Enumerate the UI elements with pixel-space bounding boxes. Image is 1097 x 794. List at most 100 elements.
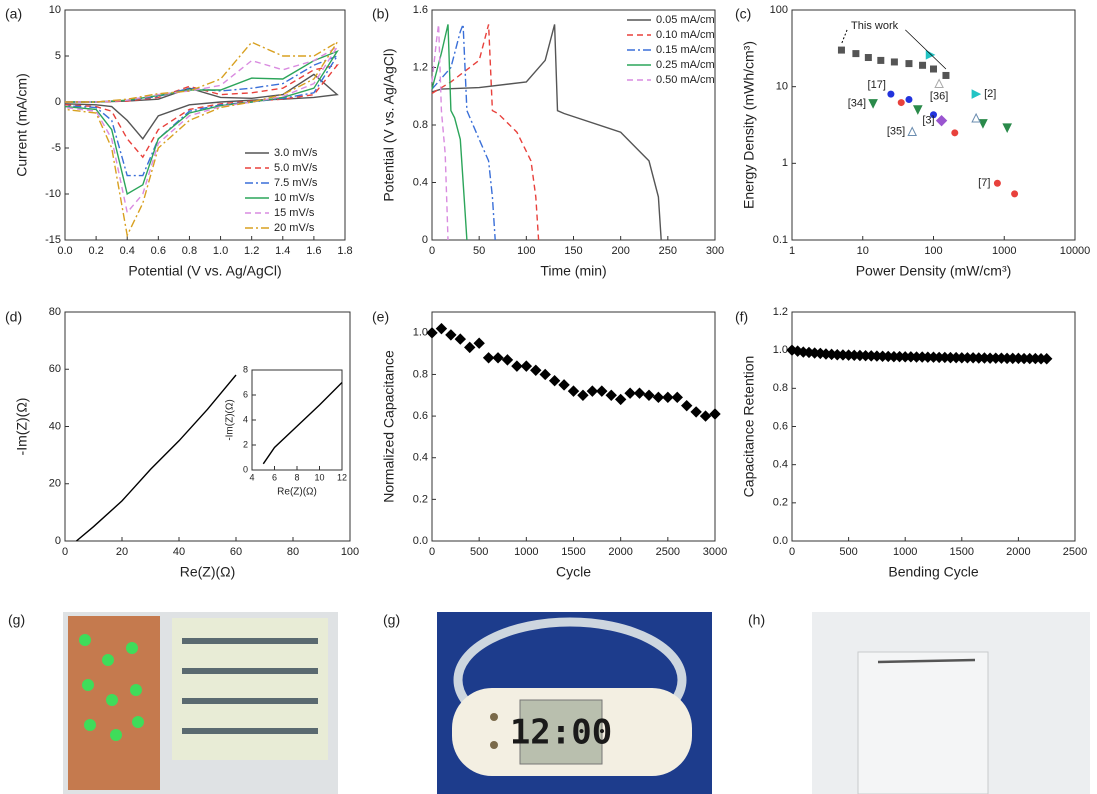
photo-pocket — [812, 612, 1090, 794]
button — [490, 713, 498, 721]
panel-label: (b) — [372, 6, 389, 22]
x-tick-label: 0 — [62, 546, 68, 558]
marker — [492, 352, 504, 364]
marker — [868, 99, 878, 109]
x-axis-label: Bending Cycle — [888, 564, 978, 580]
y-tick-label: 1.6 — [413, 4, 428, 16]
leds — [79, 634, 144, 741]
marker — [709, 408, 721, 420]
y-tick-label: 1 — [782, 157, 788, 169]
panel-label: (c) — [735, 6, 751, 22]
marker — [426, 327, 438, 339]
x-tick-label: 0.2 — [88, 245, 103, 257]
x-tick-label: 0.8 — [182, 245, 197, 257]
marker — [934, 78, 944, 88]
y-tick-label: 0.6 — [413, 410, 428, 422]
pocket-slit — [877, 658, 976, 664]
marker — [662, 391, 674, 404]
plot-frame — [431, 311, 716, 542]
chart: 0 500 1000 1500 2000 2500 3000 0.0 0.2 0.4 0.6 0.8 1… — [372, 309, 727, 580]
lcd — [519, 699, 603, 765]
x-tick-label: 2500 — [656, 546, 680, 558]
plot-frame — [64, 9, 346, 241]
y-tick-label: 0.6 — [773, 420, 788, 432]
y-axis-label: Normalized Capacitance — [381, 350, 397, 503]
y-tick-label: 2 — [243, 439, 248, 449]
y-tick-label: 10 — [776, 81, 788, 93]
series-line — [262, 382, 343, 465]
marker — [993, 179, 1001, 187]
x-tick-label: 2500 — [1063, 546, 1087, 558]
x-axis-label: Re(Z)(Ω) — [277, 487, 317, 498]
y-tick-label: 0.1 — [773, 234, 788, 246]
marker — [643, 389, 655, 401]
marker — [530, 364, 542, 376]
marker — [435, 322, 448, 335]
x-tick-label: 1.6 — [306, 245, 321, 257]
x-tick-label: 1000 — [514, 546, 538, 558]
marker — [930, 65, 937, 73]
photo-clock: 12:00 — [437, 612, 712, 794]
y-tick-label: 0 — [55, 96, 61, 108]
point-label: [7] — [978, 177, 990, 189]
annotation-arrow — [840, 29, 848, 45]
y-tick-label: 1.0 — [413, 327, 428, 339]
chart: 0 50 100 150 200 250 300 0 0.4 0.8 1.2 1.6 Time (min… — [372, 4, 724, 279]
panel-label: (e) — [372, 309, 389, 325]
chart: 4 6 8 10 12 0 2 4 6 8 Re(Z)(Ω) -Im(Z)(Ω) — [225, 364, 347, 497]
marker — [614, 393, 627, 406]
y-axis-label: Capacitance Retention — [741, 356, 757, 498]
panel-label: (f) — [735, 309, 748, 325]
legend-label: 7.5 mV/s — [274, 177, 318, 189]
x-tick-label: 6 — [272, 472, 277, 482]
x-tick-label: 1.0 — [213, 245, 228, 257]
marker — [454, 333, 467, 345]
x-tick-label: 500 — [839, 546, 857, 558]
x-tick-label: 100 — [517, 245, 535, 257]
marker — [699, 410, 712, 422]
marker — [907, 126, 918, 137]
y-tick-label: 10 — [49, 4, 61, 16]
point-label: [3] — [922, 115, 934, 127]
legend-label: 0.10 mA/cm — [656, 29, 715, 41]
y-tick-label: 5 — [55, 50, 61, 62]
x-tick-label: 3000 — [703, 546, 727, 558]
marker — [837, 46, 845, 54]
x-tick-label: 10000 — [1060, 245, 1091, 257]
x-tick-label: 1000 — [992, 245, 1016, 257]
clock-display: 12:00 — [510, 713, 612, 753]
y-tick-label: 0.0 — [413, 535, 428, 547]
marker — [905, 96, 913, 104]
marker — [567, 385, 580, 397]
marker — [671, 391, 683, 404]
y-tick-label: 0 — [243, 464, 248, 474]
x-tick-label: 1000 — [893, 546, 917, 558]
marker — [905, 60, 913, 68]
point-label: [35] — [887, 125, 905, 137]
legend-label: 0.50 mA/cm — [656, 74, 715, 86]
x-tick-label: 80 — [287, 546, 299, 558]
y-tick-label: 6 — [243, 389, 248, 399]
panel-label: (h) — [748, 612, 765, 628]
x-tick-label: 2000 — [1006, 546, 1030, 558]
series-line — [431, 24, 540, 241]
x-tick-label: 100 — [341, 546, 359, 558]
legend-label: 0.15 mA/cm — [656, 44, 715, 56]
x-tick-label: 1.2 — [244, 245, 259, 257]
marker — [624, 387, 636, 399]
x-axis-label: Power Density (mW/cm³) — [856, 263, 1012, 279]
x-tick-label: 150 — [564, 245, 582, 257]
series-line — [431, 24, 496, 241]
x-axis-label: Time (min) — [540, 263, 606, 279]
x-tick-label: 1 — [789, 245, 795, 257]
y-tick-label: 100 — [770, 4, 788, 16]
x-tick-label: 0 — [789, 546, 795, 558]
x-tick-label: 4 — [249, 472, 254, 482]
y-axis-label: -Im(Z)(Ω) — [14, 398, 30, 456]
legend-label: 10 mV/s — [274, 192, 315, 204]
x-tick-label: 40 — [173, 546, 185, 558]
x-tick-label: 2000 — [608, 546, 632, 558]
x-tick-label: 0.6 — [151, 245, 166, 257]
photo-g1 — [63, 612, 338, 794]
